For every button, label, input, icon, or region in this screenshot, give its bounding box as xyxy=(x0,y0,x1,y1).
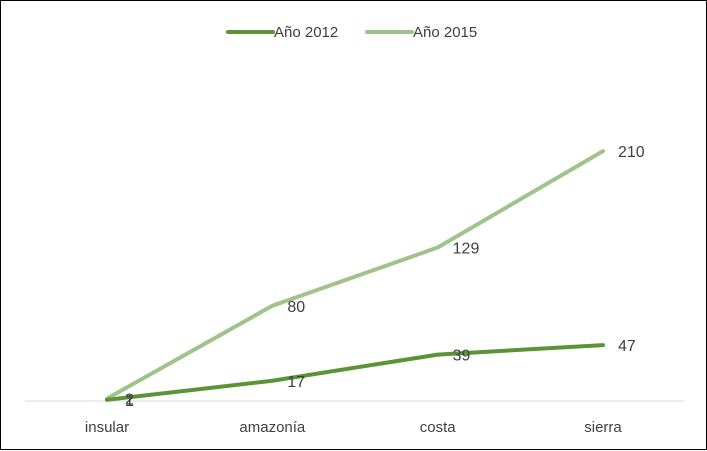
x-tick-label: sierra xyxy=(584,419,622,436)
data-label-layer: 1 17 39 47 2 80 129 210 xyxy=(125,144,645,410)
x-tick-label: insular xyxy=(85,419,129,436)
data-label: 39 xyxy=(453,348,471,365)
legend-label: Año 2012 xyxy=(274,24,338,41)
x-tick-label: amazonía xyxy=(239,419,306,436)
series-line xyxy=(105,149,605,401)
data-label: 17 xyxy=(287,374,305,391)
legend-item: Año 2012 xyxy=(226,24,338,41)
data-label: 1 xyxy=(125,393,134,410)
data-label: 210 xyxy=(618,144,645,161)
legend-item: Año 2015 xyxy=(365,24,477,41)
data-label: 129 xyxy=(453,240,480,257)
data-label: 47 xyxy=(618,338,636,355)
data-label: 2 xyxy=(125,392,134,409)
series-line xyxy=(105,343,605,402)
legend-label: Año 2015 xyxy=(413,24,477,41)
x-tick-label: costa xyxy=(420,419,457,436)
x-tick-labels: insular amazonía costa sierra xyxy=(85,419,623,436)
chart-legend: Año 2012 Año 2015 xyxy=(226,24,477,41)
data-label: 80 xyxy=(287,299,305,316)
series-layer xyxy=(105,149,605,402)
